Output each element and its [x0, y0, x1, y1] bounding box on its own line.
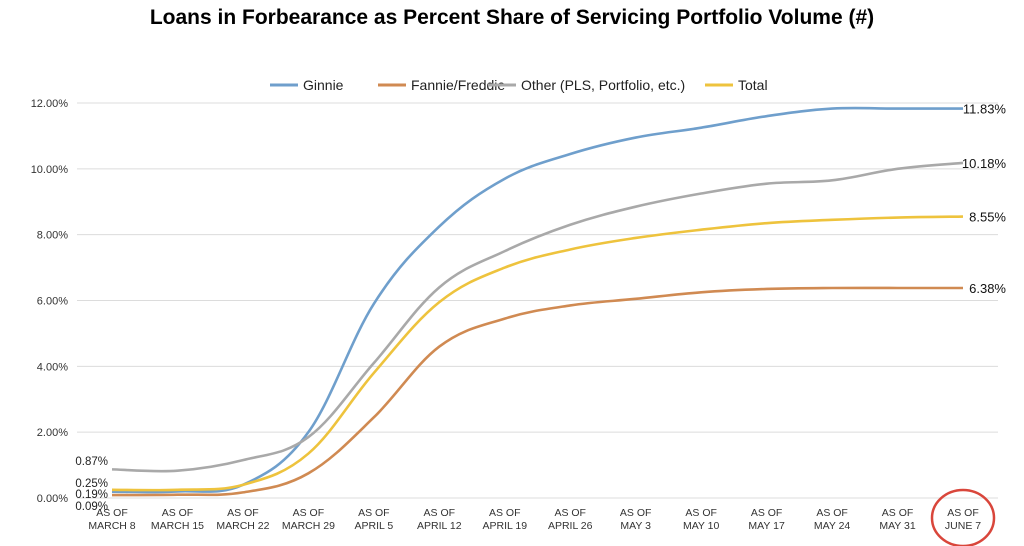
x-tick-label: AS OF — [882, 507, 914, 519]
x-tick-label: MARCH 29 — [282, 520, 335, 532]
legend-label: Other (PLS, Portfolio, etc.) — [521, 77, 685, 93]
start-value-label: 0.87% — [75, 456, 108, 468]
start-value-label: 0.25% — [75, 478, 108, 490]
start-value-label: 0.09% — [75, 501, 108, 513]
x-tick-label: AS OF — [751, 507, 783, 519]
y-tick-label: 2.00% — [37, 427, 68, 439]
x-tick-label: APRIL 19 — [482, 520, 527, 532]
x-tick-label: AS OF — [227, 507, 259, 519]
x-tick-label: AS OF — [620, 507, 652, 519]
y-tick-label: 12.00% — [31, 98, 69, 110]
x-tick-label: MAY 24 — [814, 520, 851, 532]
x-tick-label: AS OF — [489, 507, 521, 519]
x-tick-label: AS OF — [358, 507, 390, 519]
x-tick-label: MAY 31 — [879, 520, 916, 532]
x-tick-label: APRIL 5 — [354, 520, 393, 532]
y-tick-label: 4.00% — [37, 361, 68, 373]
x-tick-label: MARCH 22 — [216, 520, 269, 532]
x-tick-label: AS OF — [947, 507, 979, 519]
series-line — [111, 161, 964, 473]
x-tick-label: MAY 17 — [748, 520, 785, 532]
x-tick-label: AS OF — [685, 507, 717, 519]
y-tick-label: 6.00% — [37, 296, 68, 308]
series-line — [111, 106, 963, 494]
end-value-label: 6.38% — [969, 281, 1006, 296]
x-tick-label: MARCH 8 — [88, 520, 135, 532]
end-value-label: 10.18% — [962, 156, 1007, 171]
start-value-label: 0.19% — [75, 489, 108, 501]
series-line — [111, 215, 964, 492]
y-tick-label: 8.00% — [37, 230, 68, 242]
end-value-label: 11.83% — [963, 102, 1007, 117]
x-tick-label: JUNE 7 — [945, 520, 981, 532]
x-tick-label: MARCH 15 — [151, 520, 204, 532]
chart-title: Loans in Forbearance as Percent Share of… — [149, 6, 875, 29]
x-tick-label: AS OF — [554, 507, 586, 519]
x-tick-label: AS OF — [424, 507, 456, 519]
end-value-label: 8.55% — [969, 210, 1006, 225]
highlight-circle — [930, 488, 996, 546]
legend-label: Fannie/Freddie — [411, 77, 505, 93]
y-tick-label: 10.00% — [31, 164, 69, 176]
y-tick-label: 0.00% — [37, 493, 68, 505]
x-tick-label: AS OF — [162, 507, 194, 519]
x-tick-label: MAY 10 — [683, 520, 720, 532]
x-tick-label: APRIL 12 — [417, 520, 462, 532]
series-line — [111, 286, 963, 497]
x-tick-label: AS OF — [816, 507, 848, 519]
x-tick-label: MAY 3 — [620, 520, 651, 532]
x-tick-label: AS OF — [96, 507, 128, 519]
legend-label: Total — [738, 77, 768, 93]
x-tick-label: AS OF — [293, 507, 325, 519]
x-tick-label: APRIL 26 — [548, 520, 593, 532]
legend-label: Ginnie — [303, 77, 344, 93]
